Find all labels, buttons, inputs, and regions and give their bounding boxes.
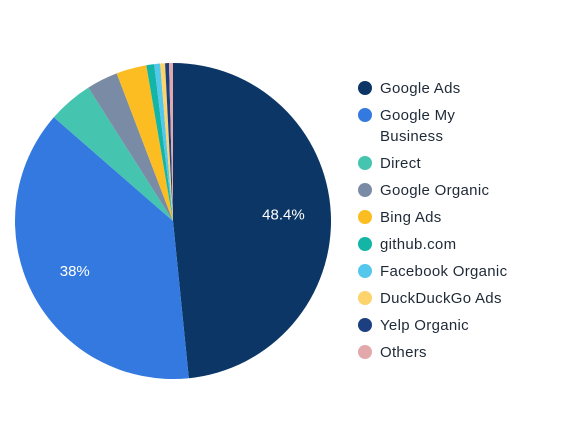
legend-swatch bbox=[358, 318, 372, 332]
legend-item: Facebook Organic bbox=[358, 261, 508, 282]
legend-label: DuckDuckGo Ads bbox=[380, 290, 502, 307]
pie-slice bbox=[165, 63, 173, 221]
legend-label: Others bbox=[380, 344, 427, 361]
pie-slice bbox=[53, 87, 174, 221]
pie-slice bbox=[154, 63, 173, 222]
legend-item: Yelp Organic bbox=[358, 315, 508, 336]
pie-slice bbox=[116, 65, 173, 221]
pie-slice bbox=[146, 64, 173, 222]
legend-swatch bbox=[358, 291, 372, 305]
legend-swatch bbox=[358, 81, 372, 95]
legend-item: Google My Business bbox=[358, 105, 508, 147]
legend-item: Bing Ads bbox=[358, 207, 508, 228]
pie-slice bbox=[88, 73, 173, 221]
legend-item: Google Organic bbox=[358, 180, 508, 201]
legend-label: Google Organic bbox=[380, 182, 490, 199]
legend-item: github.com bbox=[358, 234, 508, 255]
legend-swatch bbox=[358, 210, 372, 224]
legend-label: github.com bbox=[380, 236, 457, 253]
legend-label: Facebook Organic bbox=[380, 263, 508, 280]
legend: Google Ads Google My Business Direct Google… bbox=[358, 78, 508, 369]
legend-label: Google Ads bbox=[380, 80, 461, 97]
pie-slice bbox=[14, 117, 189, 380]
pie-slice bbox=[173, 63, 332, 379]
legend-item: Others bbox=[358, 342, 508, 363]
legend-item: DuckDuckGo Ads bbox=[358, 288, 508, 309]
legend-label: Direct bbox=[380, 155, 421, 172]
legend-label: Yelp Organic bbox=[380, 317, 469, 334]
legend-swatch bbox=[358, 108, 372, 122]
legend-item: Google Ads bbox=[358, 78, 508, 99]
legend-label: Bing Ads bbox=[380, 209, 442, 226]
legend-label: Google My Business bbox=[380, 107, 456, 145]
legend-swatch bbox=[358, 237, 372, 251]
data-label: 38% bbox=[60, 263, 90, 280]
legend-swatch bbox=[358, 156, 372, 170]
legend-swatch bbox=[358, 345, 372, 359]
pie-slice bbox=[169, 63, 173, 221]
legend-item: Direct bbox=[358, 153, 508, 174]
data-label: 48.4% bbox=[262, 206, 305, 223]
legend-swatch bbox=[358, 264, 372, 278]
pie-slice bbox=[160, 63, 173, 222]
legend-swatch bbox=[358, 183, 372, 197]
